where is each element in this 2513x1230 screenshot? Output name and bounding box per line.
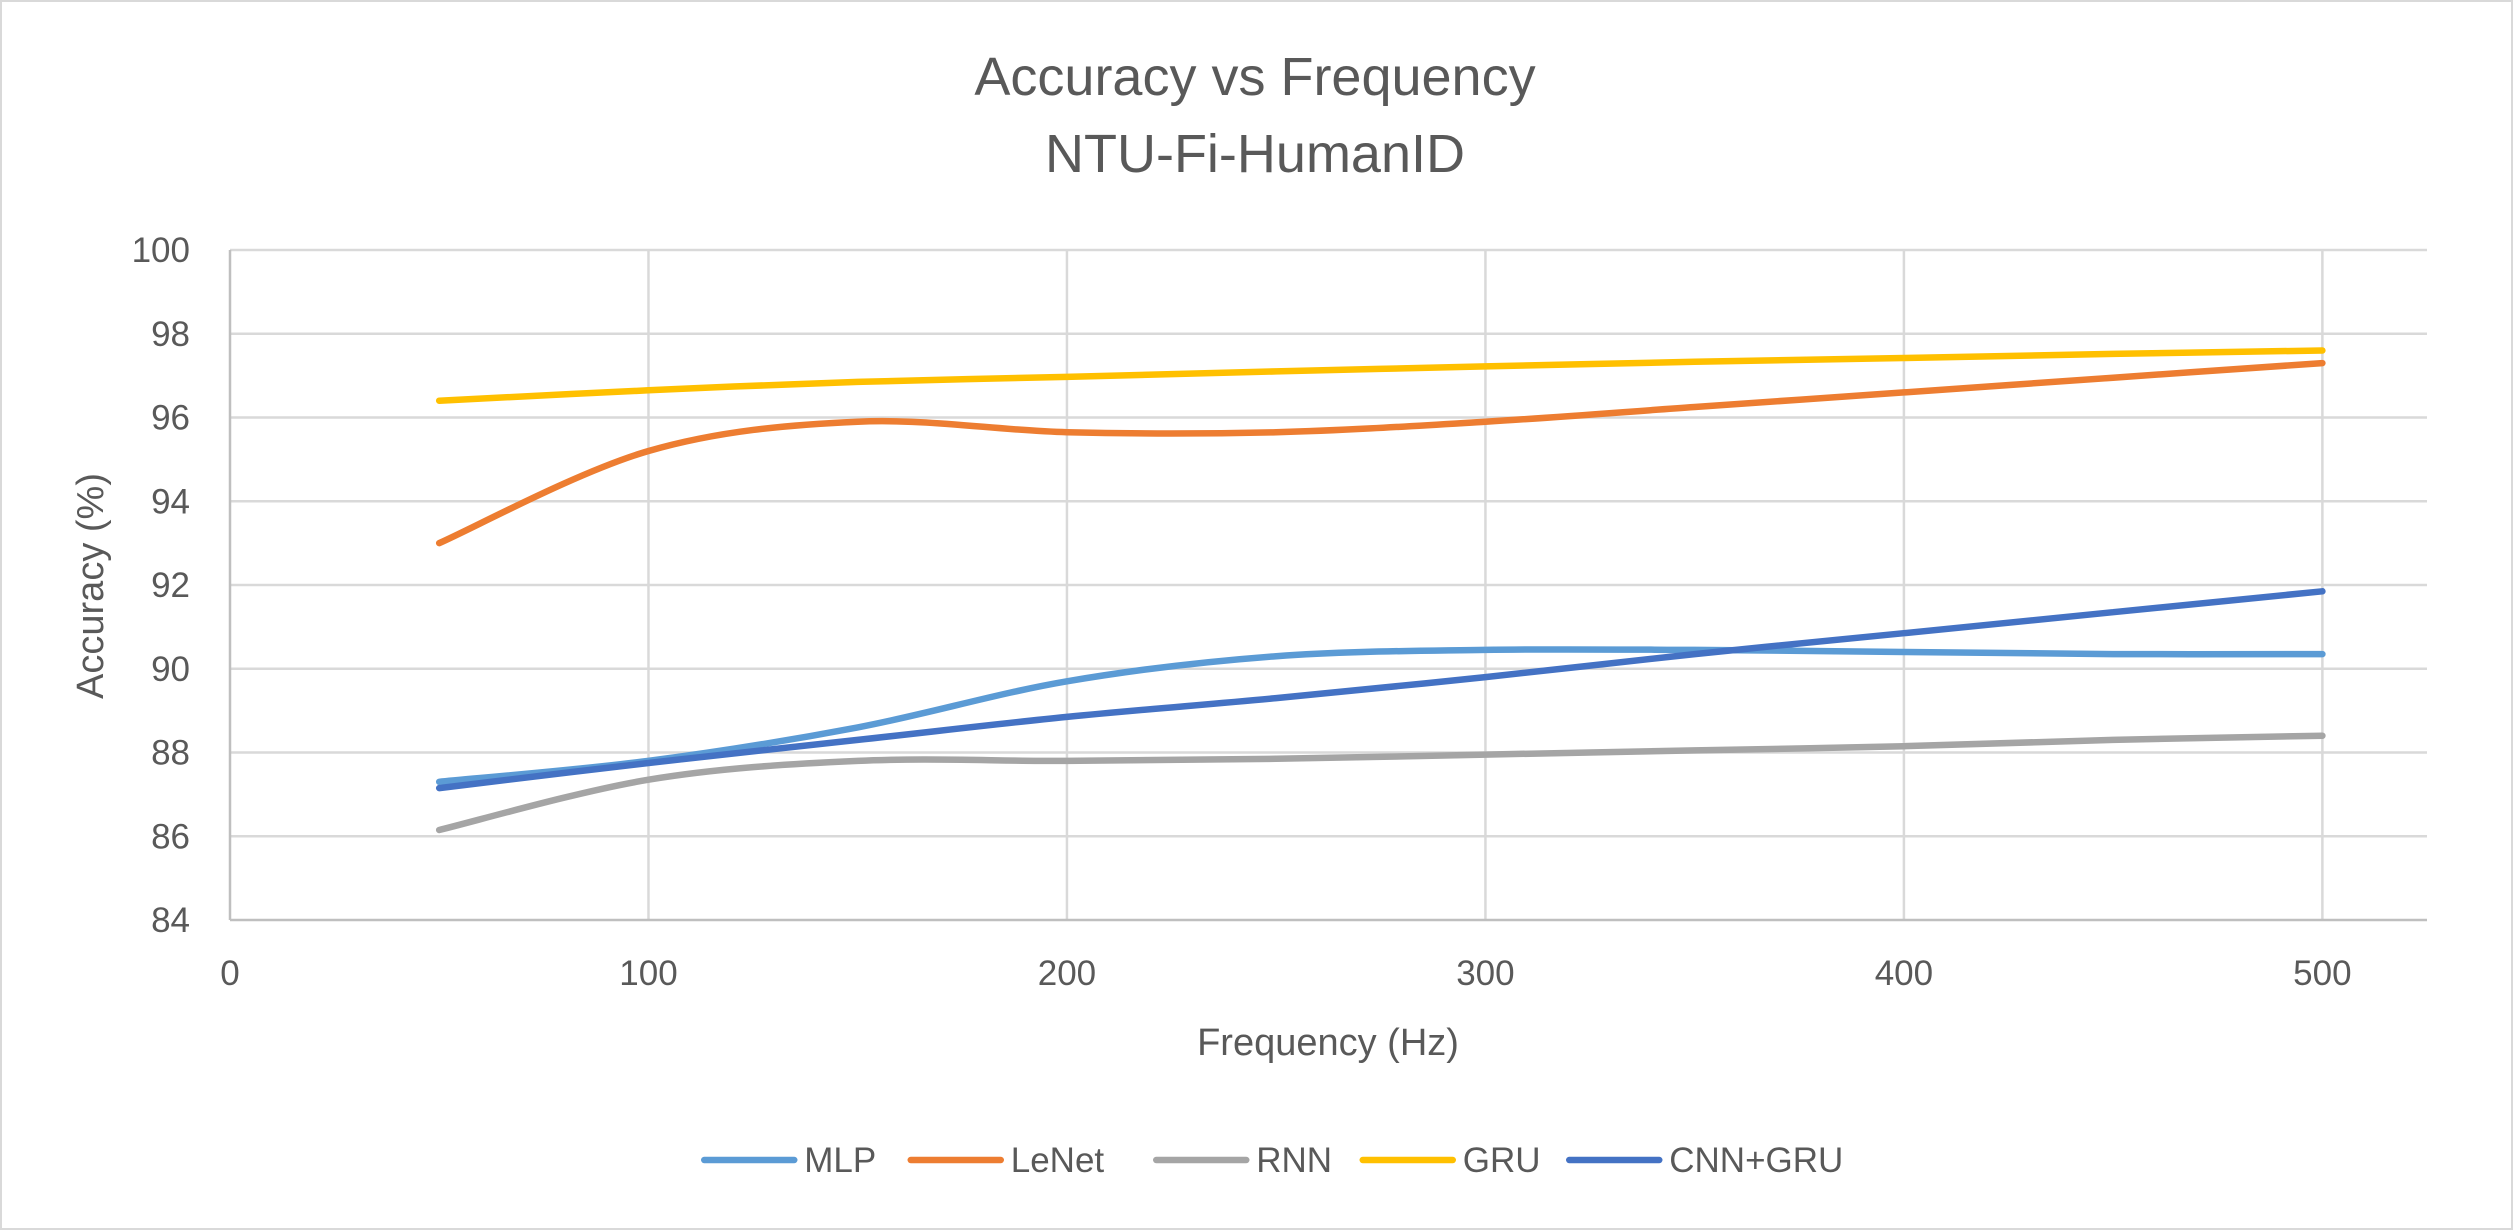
- x-axis-title: Frequency (Hz): [1197, 1022, 1459, 1064]
- legend: MLP LeNet RNN GRU CNN+GRU: [701, 1141, 1843, 1180]
- plot-axes: 84 86 88 90 92 94 96 98 100 0 100 200 300 400 500: [132, 231, 2427, 993]
- x-tick-label: 0: [220, 954, 239, 993]
- series-line-mlp: [435, 646, 2326, 786]
- legend-label-cnn-gru: CNN+GRU: [1669, 1141, 1843, 1180]
- legend-label-gru: GRU: [1463, 1141, 1541, 1180]
- chart-subtitle: NTU-Fi-HumanID: [1045, 124, 1465, 184]
- y-tick-label: 94: [151, 482, 190, 521]
- x-tick-label: 200: [1038, 954, 1096, 993]
- y-tick-label: 92: [151, 566, 190, 605]
- x-tick-label: 300: [1456, 954, 1514, 993]
- y-tick-label: 88: [151, 734, 190, 773]
- chart-title: Accuracy vs Frequency: [974, 47, 1535, 107]
- series-lines: [435, 347, 2326, 834]
- y-tick-label: 90: [151, 650, 190, 689]
- x-tick-label: 100: [619, 954, 677, 993]
- y-tick-label: 86: [151, 817, 190, 856]
- x-tick-label: 400: [1875, 954, 1933, 993]
- series-line-rnn: [435, 732, 2326, 834]
- legend-label-mlp: MLP: [804, 1141, 876, 1180]
- gridlines: [230, 248, 2427, 920]
- series-line-cnn-gru: [435, 588, 2326, 792]
- y-tick-label: 96: [151, 399, 190, 438]
- series-line-lenet: [435, 359, 2326, 547]
- y-tick-label: 84: [151, 901, 190, 940]
- legend-label-rnn: RNN: [1256, 1141, 1332, 1180]
- y-axis-title: Accuracy (%): [70, 473, 112, 699]
- x-tick-label: 500: [2293, 954, 2351, 993]
- y-tick-label: 100: [132, 231, 190, 270]
- legend-label-lenet: LeNet: [1011, 1141, 1105, 1180]
- y-tick-label: 98: [151, 315, 190, 354]
- series-line-gru: [435, 347, 2326, 404]
